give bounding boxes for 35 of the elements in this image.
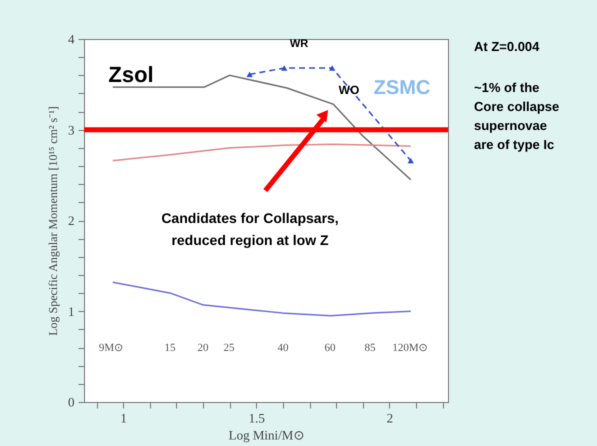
y-tick-label: 2 <box>68 213 74 228</box>
annotation: Candidates for Collapsars, <box>161 210 339 226</box>
text: At Z=0.004 <box>474 39 540 54</box>
annotation: reduced region at low Z <box>171 232 330 248</box>
annotation: WR <box>290 38 308 50</box>
point <box>246 72 253 78</box>
y-tick-label: 3 <box>68 122 74 138</box>
y-tick-label: 0 <box>68 394 74 410</box>
y-axis-title: Log Specific Angular Momentum [10¹⁵ cm² s⁻¹] <box>46 106 60 336</box>
x-tick-label: 1.5 <box>248 410 265 426</box>
point <box>408 158 414 164</box>
text: Core collapse <box>474 99 560 114</box>
annotation: 85 <box>364 342 376 354</box>
x-axis-title: Log Mini/M⊙ <box>228 428 304 442</box>
annotation: Zsol <box>108 62 154 87</box>
x-tick-label: 1 <box>120 410 127 426</box>
y-tick-label: 4 <box>68 32 75 46</box>
annotation: WO <box>338 83 360 97</box>
annotation: 120M⊙ <box>392 342 428 354</box>
line-series <box>112 281 412 317</box>
x-tick-label: 2 <box>386 410 394 426</box>
annotation: 60 <box>324 342 336 354</box>
annotation: ZSMC <box>374 77 430 99</box>
annotation: 9M⊙ <box>98 342 124 354</box>
text: are of type Ic <box>474 137 554 152</box>
text: ~1% of the <box>474 80 540 95</box>
annotation: 25 <box>224 342 235 354</box>
annotation: 15 <box>164 342 176 354</box>
point <box>329 65 336 71</box>
y-tick-label: 1 <box>68 304 74 319</box>
annotation: 20 <box>198 342 209 354</box>
text: supernovae <box>474 118 547 133</box>
annotation: 40 <box>278 342 289 354</box>
line-series <box>112 144 412 162</box>
point <box>281 65 288 71</box>
